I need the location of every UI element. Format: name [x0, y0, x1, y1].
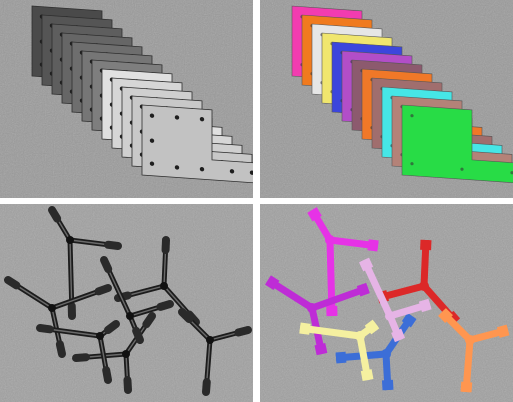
hex-wrench — [100, 256, 174, 344]
hex-wrench-mask — [438, 308, 510, 393]
hex-wrench-mask — [307, 207, 379, 317]
grayscale-hex-wrenches-panel — [0, 204, 253, 402]
segmented-brackets-panel — [260, 0, 513, 198]
gray-bracket — [141, 104, 253, 184]
hex-wrench — [36, 320, 120, 384]
bracket-hole — [199, 116, 205, 122]
bracket-hole — [229, 169, 235, 174]
bracket-mask — [401, 104, 513, 184]
bracket-hole — [249, 170, 253, 175]
bracket-hole — [149, 113, 155, 118]
segmented-hex-wrenches-panel — [260, 204, 513, 402]
hex-wrench-mask — [359, 257, 432, 343]
segmented-hex-wrenches-image — [260, 204, 513, 402]
bracket-hole — [149, 138, 155, 143]
grayscale-hex-wrenches-image — [0, 204, 253, 402]
bracket-hole — [149, 161, 155, 166]
grayscale-brackets-image — [0, 0, 253, 198]
segmented-brackets-image — [260, 0, 513, 198]
bracket-hole — [199, 166, 205, 172]
hex-wrench — [178, 308, 252, 396]
hex-wrench-mask — [299, 319, 380, 381]
grayscale-brackets-panel — [0, 0, 253, 198]
bracket-hole — [174, 165, 180, 170]
hex-wrench-mask — [265, 275, 370, 356]
bracket-hole — [174, 115, 180, 120]
